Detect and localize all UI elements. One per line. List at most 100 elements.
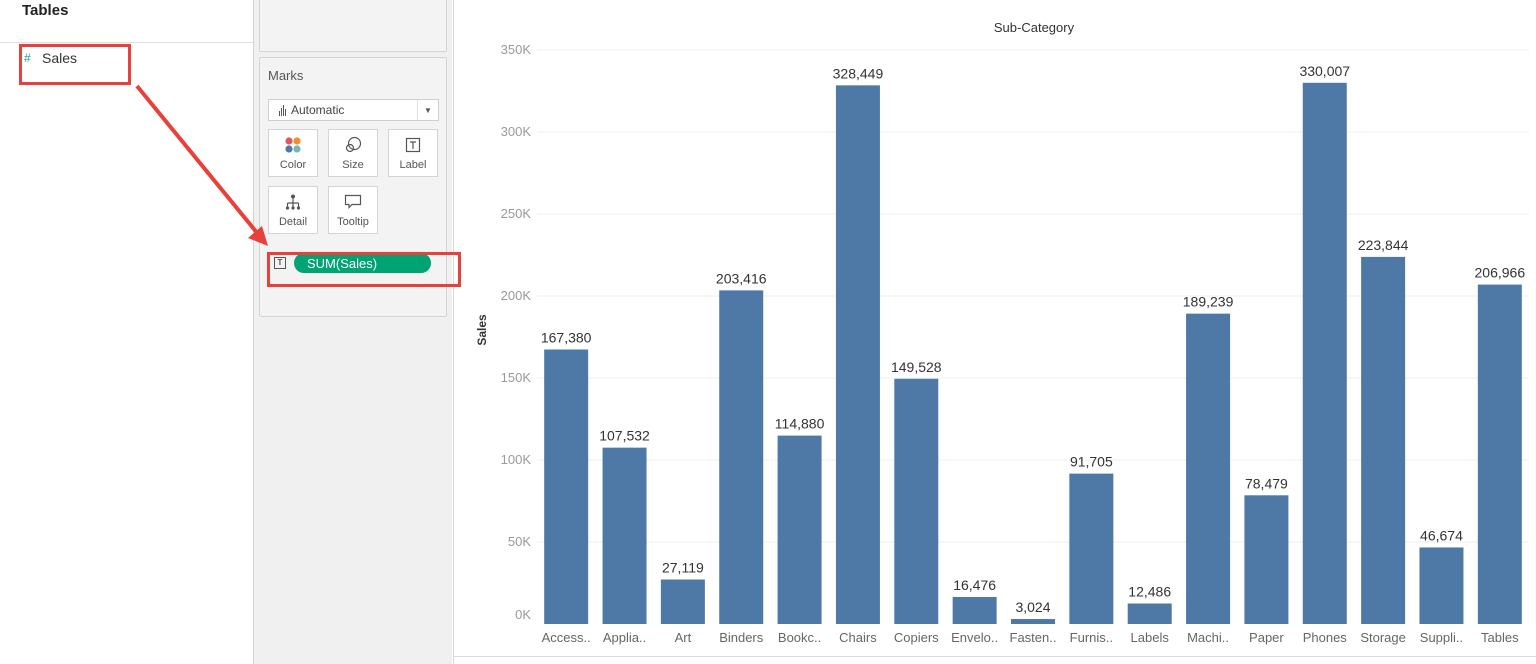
data-label: 223,844: [1358, 237, 1409, 253]
size-icon: [344, 135, 362, 155]
bar[interactable]: [660, 579, 705, 624]
data-label: 107,532: [599, 428, 650, 444]
data-label: 206,966: [1475, 265, 1526, 281]
color-button[interactable]: Color: [268, 129, 318, 177]
view-bottom-border: [453, 656, 1536, 657]
mark-type-dropdown[interactable]: Automatic ▼: [268, 99, 439, 121]
bar[interactable]: [1127, 603, 1172, 624]
y-tick-label: 0K: [515, 607, 531, 622]
data-label: 46,674: [1420, 527, 1463, 543]
bar[interactable]: [1419, 547, 1464, 624]
data-label: 149,528: [891, 359, 942, 375]
color-icon: [284, 135, 302, 155]
data-pane: Tables # Sales: [0, 0, 254, 664]
bar[interactable]: [777, 435, 822, 624]
x-tick-label: Fasten..: [1010, 630, 1057, 645]
field-sales[interactable]: # Sales: [22, 47, 77, 69]
pane-divider: [0, 42, 253, 43]
data-label: 114,880: [775, 416, 825, 432]
x-tick-label: Copiers: [894, 630, 939, 645]
bar[interactable]: [894, 378, 939, 624]
mark-type-label: Automatic: [291, 103, 345, 117]
tooltip-button[interactable]: Tooltip: [328, 186, 378, 234]
data-label: 167,380: [541, 329, 592, 345]
filters-card[interactable]: [259, 0, 447, 52]
color-label: Color: [279, 159, 307, 171]
bar-chart-icon: [279, 104, 286, 116]
y-tick-label: 250K: [501, 206, 532, 221]
sum-sales-pill[interactable]: SUM(Sales): [294, 253, 431, 273]
bar-chart: Sub-Category Sales 0K 50K 100K 150K 200K 250K…: [475, 20, 1529, 645]
data-label: 27,119: [662, 560, 704, 576]
bar[interactable]: [1186, 313, 1231, 624]
x-tick-label: Binders: [719, 630, 764, 645]
size-label: Size: [342, 159, 364, 171]
marks-card: Marks Automatic ▼ Color: [259, 57, 447, 317]
x-tick-label: Phones: [1303, 630, 1348, 645]
data-label: 78,479: [1245, 475, 1288, 491]
bar[interactable]: [1361, 256, 1406, 624]
tooltip-label: Tooltip: [337, 216, 369, 228]
bar[interactable]: [952, 596, 997, 624]
detail-icon: [284, 192, 302, 212]
x-tick-label: Furnis..: [1070, 630, 1113, 645]
y-tick-label: 50K: [508, 534, 531, 549]
y-tick-label: 350K: [501, 42, 532, 57]
detail-label: Detail: [278, 216, 308, 228]
x-tick-label: Access..: [542, 630, 591, 645]
data-label: 328,449: [833, 65, 884, 81]
data-label: 16,476: [953, 577, 996, 593]
field-label: Sales: [42, 50, 78, 66]
data-label: 91,705: [1070, 454, 1113, 470]
arrow-line: [135, 84, 260, 236]
label-icon: [405, 135, 421, 155]
y-tick-label: 200K: [501, 288, 532, 303]
tooltip-icon: [344, 192, 362, 212]
x-tick-label: Bookc..: [778, 630, 821, 645]
x-tick-label: Envelo..: [951, 630, 998, 645]
y-tick-label: 300K: [501, 124, 532, 139]
bar[interactable]: [1302, 82, 1347, 625]
pane-title: Tables: [22, 2, 69, 19]
data-label: 330,007: [1299, 63, 1350, 79]
data-label: 12,486: [1128, 584, 1171, 600]
x-tick-label: Suppli..: [1420, 630, 1463, 645]
x-tick-label: Applia..: [603, 630, 646, 645]
label-label: Label: [399, 159, 427, 171]
label-button[interactable]: Label: [388, 129, 438, 177]
y-tick-label: 150K: [501, 370, 532, 385]
y-tick-label: 100K: [501, 452, 532, 467]
x-tick-label: Labels: [1131, 630, 1170, 645]
bar[interactable]: [544, 349, 589, 624]
label-shelf-row: T SUM(Sales): [274, 253, 431, 273]
x-tick-label: Machi..: [1187, 630, 1229, 645]
x-tick-label: Storage: [1360, 630, 1406, 645]
bar[interactable]: [1477, 284, 1522, 624]
x-tick-label: Chairs: [839, 630, 877, 645]
data-label: 3,024: [1015, 599, 1050, 615]
bars: 167,380 Access.. 107,532 Applia.. 27,119 Art 2…: [541, 63, 1525, 645]
data-label: 203,416: [716, 270, 767, 286]
chart-view: Sub-Category Sales 0K 50K 100K 150K 200K 250K…: [453, 0, 1536, 664]
text-icon: T: [274, 257, 286, 269]
bar[interactable]: [719, 290, 764, 624]
y-axis-label: Sales: [475, 314, 489, 346]
x-tick-label: Art: [675, 630, 692, 645]
chart-title: Sub-Category: [994, 20, 1075, 35]
bar[interactable]: [1244, 495, 1289, 624]
size-button[interactable]: Size: [328, 129, 378, 177]
chevron-down-icon[interactable]: ▼: [417, 100, 438, 120]
marks-title: Marks: [268, 68, 304, 83]
detail-button[interactable]: Detail: [268, 186, 318, 234]
hash-icon: #: [24, 51, 31, 65]
arrow-head: [248, 226, 268, 246]
bar[interactable]: [1069, 473, 1114, 624]
data-label: 189,239: [1183, 294, 1234, 310]
x-tick-label: Tables: [1481, 630, 1519, 645]
bar[interactable]: [602, 447, 647, 624]
gridlines: 0K 50K 100K 150K 200K 250K 300K 350K: [501, 42, 1529, 622]
bar[interactable]: [1011, 619, 1055, 624]
bar[interactable]: [835, 85, 880, 625]
x-tick-label: Paper: [1249, 630, 1284, 645]
